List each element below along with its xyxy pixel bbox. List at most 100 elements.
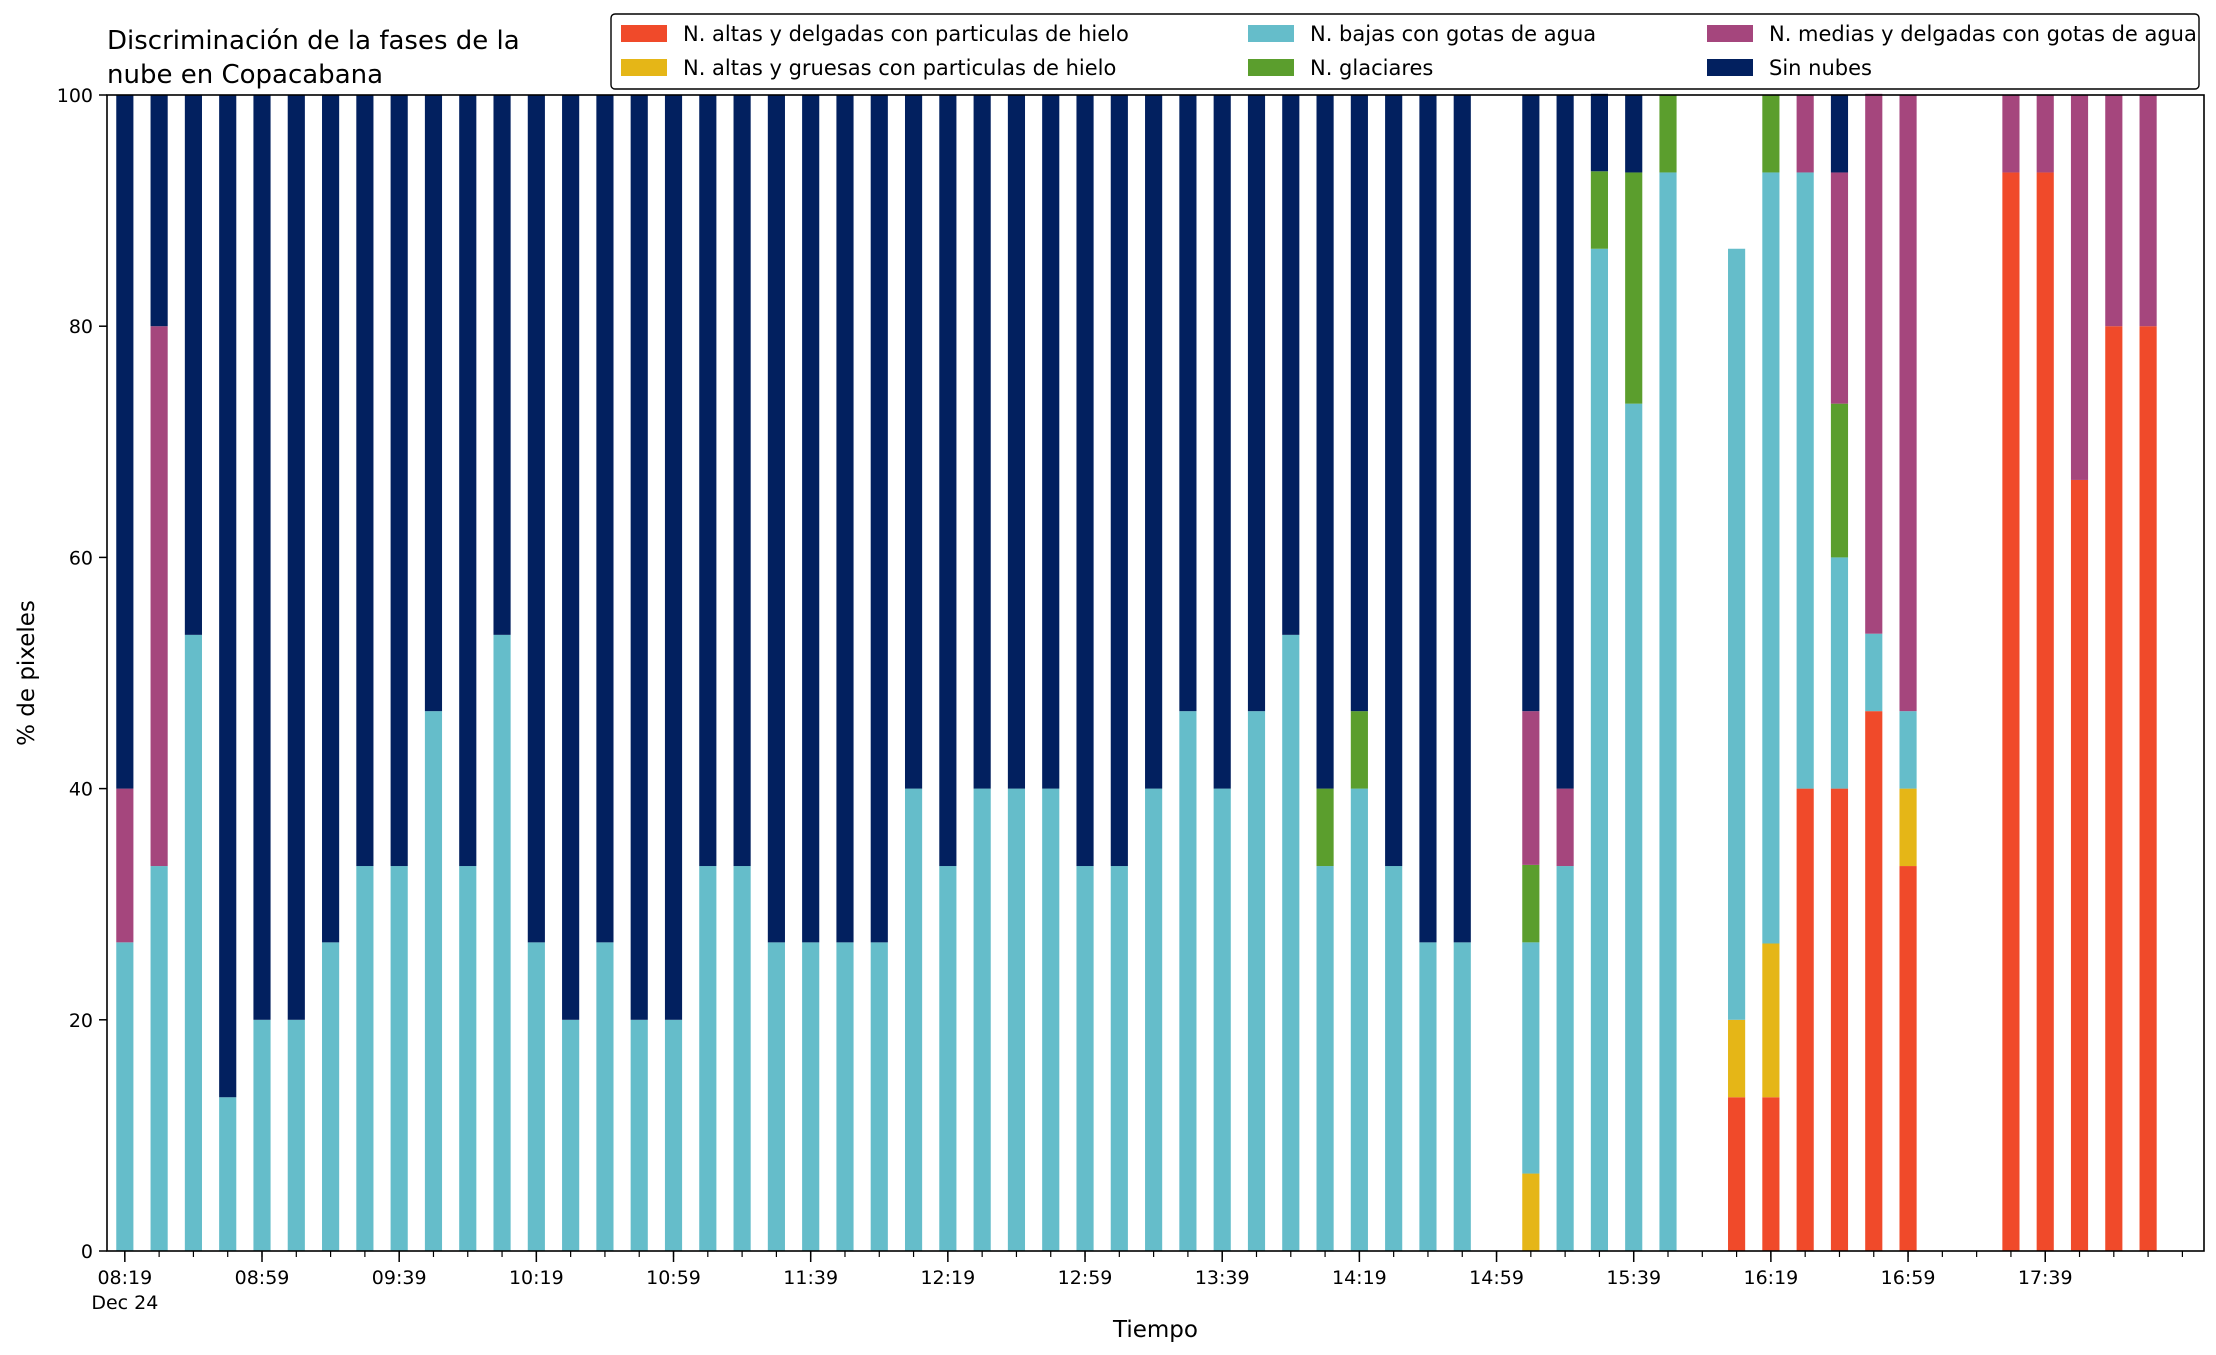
bar-segment-3-17 — [664, 1019, 683, 1251]
bar-segment-4-44 — [1590, 171, 1608, 249]
bar-segment-6-26 — [973, 95, 991, 789]
bar-segment-5-1 — [116, 788, 134, 943]
bar-segment-6-42 — [1522, 95, 1540, 712]
bar-segment-3-15 — [596, 942, 614, 1251]
bar-segment-3-14 — [562, 1019, 580, 1251]
bar-segment-3-49 — [1762, 172, 1780, 944]
bar-segment-6-20 — [767, 95, 785, 943]
bar-segment-3-6 — [287, 1019, 305, 1251]
bar-segment-1-58 — [2070, 479, 2089, 1251]
bar-segment-3-11 — [459, 866, 477, 1251]
bar-segment-6-45 — [1625, 95, 1643, 173]
bar-segment-3-53 — [1899, 711, 1917, 789]
bar-segment-3-40 — [1453, 942, 1471, 1251]
bar-segment-4-45 — [1625, 172, 1643, 404]
bar-segment-2-53 — [1899, 788, 1917, 867]
bar-segment-5-59 — [2105, 95, 2123, 327]
bar-segment-3-37 — [1350, 788, 1368, 1251]
x-tick-label: 10:59 — [646, 1267, 701, 1289]
bar-segment-6-2 — [150, 95, 168, 327]
bar-segment-5-57 — [2036, 95, 2054, 173]
x-tick-label: 17:39 — [2018, 1267, 2073, 1289]
bar-segment-3-2 — [150, 866, 168, 1251]
bar-segment-3-3 — [184, 634, 202, 1251]
bar-segment-6-9 — [390, 95, 408, 867]
bar-segment-3-31 — [1145, 788, 1163, 1251]
bar-segment-5-53 — [1899, 95, 1917, 712]
bar-segment-6-37 — [1350, 95, 1368, 712]
bar-segment-1-51 — [1830, 788, 1849, 1251]
legend-swatch — [1248, 59, 1294, 76]
legend-swatch — [621, 25, 667, 42]
bar-segment-3-16 — [630, 1019, 648, 1251]
bar-segment-3-13 — [527, 942, 545, 1251]
bar-segment-1-56 — [2002, 172, 2020, 1252]
bar-segment-6-51 — [1830, 95, 1849, 173]
x-tick-label: 12:19 — [920, 1267, 975, 1289]
bars-layer — [116, 93, 2157, 1252]
bar-segment-3-46 — [1659, 172, 1677, 1252]
y-axis-label: % de pixeles — [14, 600, 40, 746]
bar-segment-1-57 — [2036, 172, 2054, 1252]
bar-segment-1-53 — [1899, 866, 1917, 1251]
legend-swatch — [1707, 59, 1753, 76]
legend-swatch — [1248, 25, 1294, 42]
bar-segment-6-32 — [1179, 95, 1197, 712]
bar-segment-5-52 — [1865, 93, 1883, 634]
bar-segment-3-22 — [836, 942, 854, 1251]
bar-segment-6-33 — [1213, 95, 1231, 789]
bar-segment-4-49 — [1762, 95, 1780, 173]
bar-segment-6-8 — [356, 95, 374, 867]
bar-segment-3-19 — [733, 866, 751, 1251]
bar-segment-2-48 — [1728, 1019, 1746, 1098]
bar-segment-4-42 — [1522, 864, 1540, 943]
legend-box — [610, 13, 2200, 90]
bar-segment-3-36 — [1316, 866, 1334, 1251]
bar-segment-6-11 — [459, 95, 477, 867]
bar-segment-3-29 — [1076, 866, 1094, 1251]
bar-segment-3-9 — [390, 866, 408, 1251]
x-axis-label: Tiempo — [1112, 1317, 1198, 1343]
bar-segment-3-30 — [1110, 866, 1128, 1251]
bar-segment-3-48 — [1728, 248, 1746, 1020]
bar-segment-3-18 — [699, 866, 717, 1251]
legend-swatch — [1707, 25, 1753, 42]
bar-segment-2-49 — [1762, 943, 1780, 1098]
bar-segment-1-50 — [1796, 788, 1814, 1251]
x-tick-label: 15:39 — [1606, 1267, 1661, 1289]
bar-segment-3-33 — [1213, 788, 1231, 1251]
bar-segment-6-29 — [1076, 95, 1094, 867]
bar-segment-6-23 — [870, 95, 888, 943]
y-tick-label: 40 — [69, 779, 93, 801]
bar-segment-6-1 — [116, 95, 134, 789]
bar-segment-3-51 — [1830, 557, 1849, 789]
y-tick-label: 100 — [57, 85, 93, 107]
legend-label: N. medias y delgadas con gotas de agua — [1769, 22, 2197, 46]
bar-segment-6-19 — [733, 95, 751, 867]
bar-segment-5-42 — [1522, 711, 1540, 865]
bar-segment-1-49 — [1762, 1097, 1780, 1251]
bar-segment-3-27 — [1007, 788, 1026, 1251]
bar-segment-3-25 — [939, 866, 957, 1251]
bar-segment-1-59 — [2105, 326, 2123, 1251]
bar-segment-6-10 — [424, 95, 443, 712]
bar-segment-3-35 — [1282, 634, 1300, 1251]
bar-segment-6-27 — [1007, 95, 1026, 789]
bar-segment-6-40 — [1453, 95, 1471, 943]
bar-segment-3-42 — [1522, 942, 1540, 1174]
x-tick-label: 12:59 — [1058, 1267, 1113, 1289]
bar-segment-3-5 — [253, 1019, 271, 1251]
bar-segment-6-12 — [493, 95, 511, 635]
y-tick-label: 60 — [69, 547, 93, 569]
bar-segment-6-4 — [219, 95, 237, 1098]
bar-segment-3-32 — [1179, 711, 1197, 1251]
bar-segment-6-44 — [1590, 93, 1608, 172]
bar-segment-4-37 — [1350, 711, 1368, 789]
bar-segment-6-21 — [802, 95, 820, 943]
bar-segment-5-58 — [2070, 95, 2089, 480]
bar-segment-3-23 — [870, 942, 888, 1251]
bar-segment-6-38 — [1385, 95, 1403, 867]
bar-segment-6-31 — [1145, 95, 1163, 789]
bar-segment-3-12 — [493, 634, 511, 1251]
bar-segment-4-36 — [1316, 788, 1334, 867]
